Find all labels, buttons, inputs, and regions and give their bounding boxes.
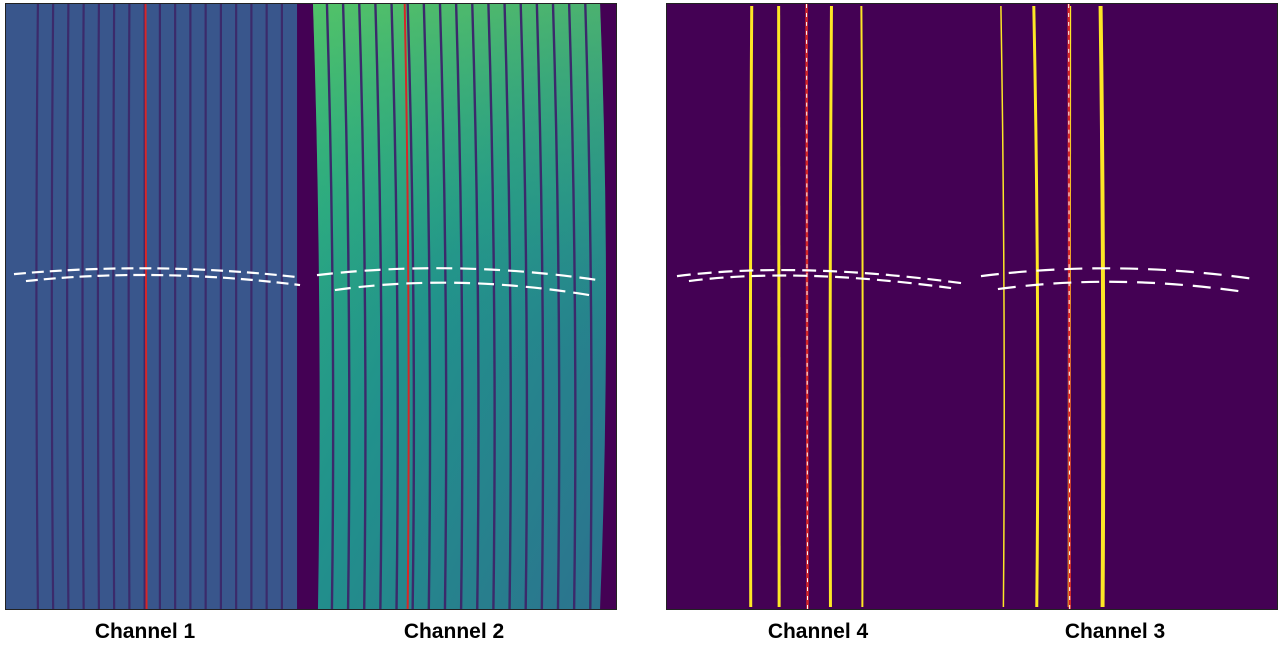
trace-line: [1000, 5, 1005, 608]
channel-1-field: [6, 4, 298, 609]
red-marker-overlay: [1068, 4, 1071, 609]
channel-2-divider: [471, 4, 480, 609]
right-detector-svg: [667, 4, 1277, 609]
left-detector-svg: [6, 4, 616, 609]
channel-2-caption: Channel 2: [403, 620, 505, 643]
channel-1-red-marker: [144, 4, 148, 609]
channel-1-divider: [66, 4, 70, 609]
channel-2-divider: [325, 4, 335, 609]
channel-1-divider: [142, 4, 146, 609]
channel-1-divider: [50, 4, 55, 609]
dashed-curve: [13, 267, 298, 279]
channel-2-divider: [519, 4, 529, 609]
channel-2-divider: [358, 4, 367, 609]
channel-2-divider: [551, 4, 561, 609]
dashed-curve: [676, 268, 962, 285]
background: [667, 4, 1277, 609]
channel-1-divider: [81, 4, 85, 609]
channel-2-highlight: [312, 4, 607, 609]
dashed-curve: [980, 267, 1256, 281]
dashed-overlay-left: [13, 267, 599, 297]
channel-3-caption: Channel 3: [1064, 620, 1166, 643]
trace-line: [1098, 5, 1106, 608]
trace-line: [828, 5, 833, 608]
dashed-curve: [316, 267, 599, 282]
right-detector-image: [666, 3, 1278, 610]
channel-2-divider: [535, 4, 545, 609]
channel-1-divider: [127, 4, 131, 609]
dashed-curve: [688, 274, 952, 290]
channel-2-divider: [584, 4, 593, 609]
dashed-curve: [997, 280, 1246, 294]
channel-1-caption: Channel 1: [94, 620, 196, 643]
channel-2-divider: [454, 4, 464, 609]
channel-2-divider: [341, 4, 351, 609]
channel-1-divider: [96, 4, 100, 609]
channel-2-divider: [422, 4, 432, 609]
channel-2-divider: [503, 4, 512, 609]
channel-1-region: [6, 4, 298, 609]
channel-2-red-marker: [403, 4, 410, 609]
channel-2-divider: [374, 4, 383, 609]
channel-2-divider: [487, 4, 496, 609]
channel-1-divider: [35, 4, 39, 609]
channel-2-divider: [390, 4, 399, 609]
trace-line: [860, 5, 864, 608]
channel-4-caption: Channel 4: [767, 620, 869, 643]
channel-2-divider: [438, 4, 448, 609]
trace-line: [777, 5, 781, 608]
channel-2-divider: [406, 4, 416, 609]
left-detector-image: [5, 3, 617, 610]
dashed-curve: [25, 273, 301, 287]
channel-2-divider: [567, 4, 577, 609]
dashed-curve: [334, 281, 590, 297]
channel-1-divider: [112, 4, 116, 609]
trace-line: [748, 5, 754, 608]
trace-lines: [748, 4, 1106, 609]
channel-2-region: [312, 4, 607, 609]
dashed-overlay-right: [676, 267, 1256, 294]
red-marker-overlay: [806, 4, 809, 609]
trace-line: [1032, 5, 1040, 608]
